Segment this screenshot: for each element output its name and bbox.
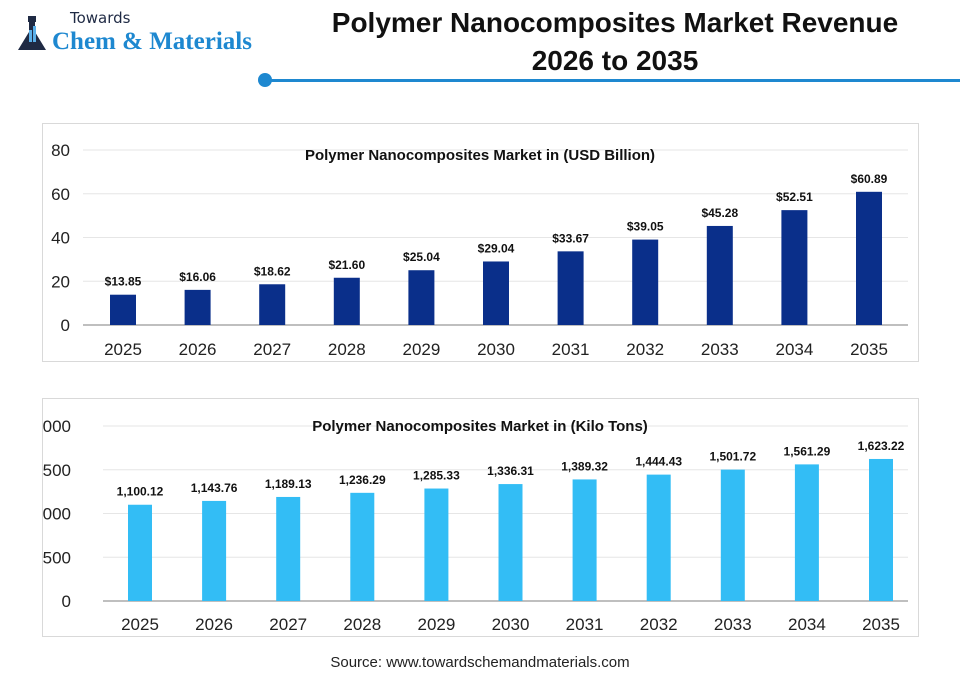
x-tick-label: 2026 (195, 615, 233, 634)
data-label: 1,389.32 (561, 459, 608, 473)
data-label: $52.51 (776, 190, 813, 204)
y-tick-label: 0 (61, 316, 70, 335)
data-label: 1,336.31 (487, 464, 534, 478)
bar (333, 277, 360, 325)
data-label: $33.67 (552, 231, 589, 245)
x-tick-label: 2030 (492, 615, 530, 634)
x-tick-label: 2025 (104, 340, 142, 359)
x-tick-label: 2028 (328, 340, 366, 359)
x-tick-label: 2035 (862, 615, 900, 634)
data-label: $16.06 (179, 270, 216, 284)
flask-icon (18, 16, 46, 50)
data-label: $13.85 (105, 275, 142, 289)
bar (276, 496, 301, 601)
bar (794, 464, 819, 601)
x-tick-label: 2031 (552, 340, 590, 359)
bar (856, 191, 882, 325)
page-title: Polymer Nanocomposites Market Revenue 20… (280, 4, 950, 80)
data-label: $29.04 (478, 241, 515, 255)
data-label: $60.89 (851, 172, 888, 186)
x-tick-label: 2029 (417, 615, 455, 634)
bar (781, 210, 808, 325)
bar (110, 294, 136, 325)
data-label: 1,189.13 (265, 477, 312, 491)
x-tick-label: 2032 (640, 615, 678, 634)
y-tick-label: 2000 (43, 417, 71, 436)
source-text: Source: www.towardschemandmaterials.com (330, 654, 630, 671)
bar (869, 458, 893, 601)
chart-title: Polymer Nanocomposites Market in (Kilo T… (312, 418, 648, 435)
bar (202, 500, 227, 601)
volume-chart: 0 500 1000 1500 2000 Polymer Nanocomposites M… (33, 398, 919, 637)
y-tick-label: 80 (51, 141, 70, 160)
x-tick-label: 2028 (343, 615, 381, 634)
y-tick-label: 20 (51, 272, 70, 291)
data-label: $18.62 (254, 264, 291, 278)
x-tick-label: 2027 (253, 340, 291, 359)
x-tick-label: 2026 (179, 340, 217, 359)
x-tick-label: 2032 (626, 340, 664, 359)
bar (128, 504, 152, 601)
y-tick-label: 60 (51, 185, 70, 204)
data-label: $25.04 (403, 250, 440, 264)
revenue-chart: 0 20 40 60 80 Polymer Nanocomposites Market i… (42, 123, 919, 362)
bar (350, 492, 375, 601)
title-line-1: Polymer Nanocomposites Market Revenue (331, 7, 899, 38)
x-tick-label: 2033 (701, 340, 739, 359)
y-tick-label: 1000 (43, 505, 71, 524)
x-tick-label: 2029 (402, 340, 440, 359)
x-tick-label: 2025 (121, 615, 159, 634)
x-tick-label: 2035 (850, 340, 888, 359)
data-label: 1,143.76 (191, 481, 238, 495)
bar (483, 261, 509, 325)
data-label: 1,285.33 (413, 469, 460, 483)
bar (706, 225, 733, 325)
bar (498, 484, 523, 601)
data-label: $21.60 (328, 258, 365, 272)
logo-main-text: Chem & Materials (52, 28, 252, 55)
chart-title: Polymer Nanocomposites Market in (USD Bi… (305, 147, 655, 164)
y-tick-label: 1500 (43, 461, 71, 480)
data-label: 1,444.43 (635, 455, 682, 469)
y-tick-label: 0 (62, 592, 71, 611)
x-tick-label: 2030 (477, 340, 515, 359)
bar (557, 251, 584, 325)
bar (424, 488, 449, 601)
x-tick-label: 2031 (566, 615, 604, 634)
y-tick-label: 500 (43, 548, 71, 567)
rule-dot (258, 73, 272, 87)
x-tick-label: 2034 (788, 615, 826, 634)
x-tick-label: 2034 (775, 340, 813, 359)
data-label: 1,236.29 (339, 473, 386, 487)
data-label: $45.28 (701, 206, 738, 220)
bar (720, 469, 745, 601)
logo: Towards Chem & Materials (16, 10, 276, 56)
bar (632, 239, 659, 325)
bar (646, 474, 671, 601)
bar (184, 289, 211, 325)
bar (408, 270, 435, 325)
x-tick-label: 2027 (269, 615, 307, 634)
data-label: $39.05 (627, 220, 664, 234)
logo-top-text: Towards (70, 9, 131, 27)
data-label: 1,623.22 (858, 439, 905, 453)
x-tick-label: 2033 (714, 615, 752, 634)
bar (259, 284, 286, 325)
title-line-2: 2026 to 2035 (531, 45, 699, 76)
data-label: 1,501.72 (709, 450, 756, 464)
y-tick-label: 40 (51, 229, 70, 248)
title-rule (265, 79, 960, 82)
bar (572, 479, 597, 601)
data-label: 1,561.29 (784, 444, 831, 458)
data-label: 1,100.12 (117, 485, 164, 499)
